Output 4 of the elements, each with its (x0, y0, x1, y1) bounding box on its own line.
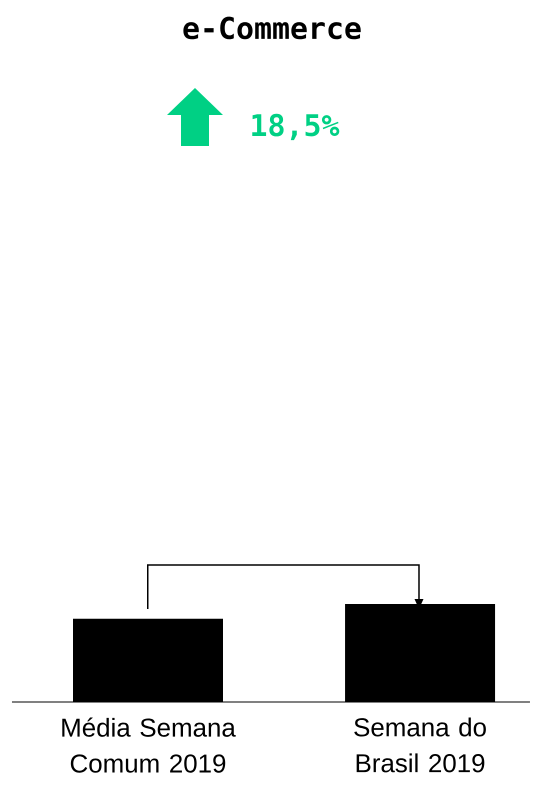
x-tick-label: Semana do Brasil 2019 (354, 718, 486, 772)
text: 18,5% (252, 114, 340, 140)
x-tick-label: Média Semana Comum 2019 (62, 718, 236, 773)
chart-title: e-Commerce (183, 16, 361, 40)
